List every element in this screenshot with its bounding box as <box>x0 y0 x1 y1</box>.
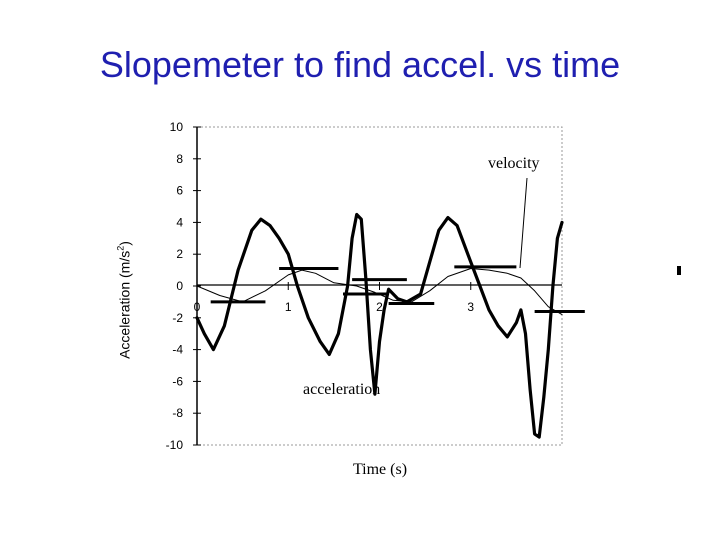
y-tick-label: 10 <box>170 120 184 134</box>
y-tick-label: -8 <box>172 406 183 420</box>
velocity-annotation: velocity <box>488 155 540 172</box>
stray-mark <box>677 266 681 275</box>
y-tick-label: -2 <box>172 311 183 325</box>
x-axis-label: Time (s) <box>353 461 407 478</box>
acceleration-annotation: acceleration <box>303 381 380 398</box>
y-tick-label: -10 <box>166 438 184 452</box>
x-tick-label: 1 <box>285 300 292 314</box>
y-tick-label: 6 <box>176 184 183 198</box>
x-tick-label: 3 <box>467 300 474 314</box>
y-tick-label: -6 <box>172 374 183 388</box>
y-tick-label: 0 <box>176 279 183 293</box>
plot-frame <box>196 126 563 446</box>
y-tick-label: 8 <box>176 152 183 166</box>
y-tick-label: -4 <box>172 343 183 357</box>
x-tick-label: 0 <box>194 300 201 314</box>
x-tick-label: 2 <box>376 300 383 314</box>
acceleration-line <box>195 212 564 439</box>
velocity-line <box>196 268 563 316</box>
slide-title: Slopemeter to find accel. vs time <box>99 44 621 85</box>
y-tick-label: 2 <box>176 247 183 261</box>
velocity-callout-line <box>519 177 528 269</box>
y-tick-label: 4 <box>176 215 183 229</box>
